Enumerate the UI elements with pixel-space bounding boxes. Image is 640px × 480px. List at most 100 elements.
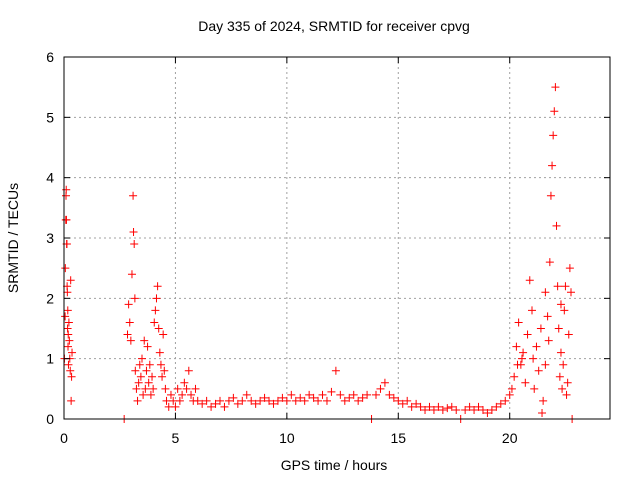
data-point xyxy=(155,348,164,357)
data-point xyxy=(478,405,487,414)
data-point xyxy=(63,324,72,333)
data-point xyxy=(541,360,550,369)
data-point xyxy=(130,240,139,249)
data-point xyxy=(548,161,557,170)
data-point xyxy=(178,390,187,399)
data-point xyxy=(158,372,167,381)
data-point xyxy=(161,384,170,393)
data-point xyxy=(184,366,193,375)
data-point xyxy=(171,402,180,411)
data-point xyxy=(349,390,358,399)
data-point xyxy=(305,390,314,399)
data-point xyxy=(561,282,570,291)
data-point xyxy=(169,396,178,405)
data-point xyxy=(487,405,496,414)
chart-title: Day 335 of 2024, SRMTID for receiver cpv… xyxy=(198,18,470,34)
data-point xyxy=(556,300,565,309)
data-point xyxy=(150,318,159,327)
data-point xyxy=(322,396,331,405)
data-point xyxy=(173,384,182,393)
data-points xyxy=(60,83,577,423)
data-point xyxy=(135,360,144,369)
data-point xyxy=(421,405,430,414)
data-point xyxy=(425,402,434,411)
data-point xyxy=(159,330,168,339)
x-tick-label: 10 xyxy=(279,430,295,446)
data-point xyxy=(530,384,539,393)
data-point xyxy=(528,306,536,315)
data-point xyxy=(63,288,72,297)
data-point xyxy=(202,396,211,405)
data-point xyxy=(151,306,160,315)
data-point xyxy=(543,312,552,321)
data-point xyxy=(416,402,425,411)
data-point xyxy=(143,342,152,351)
data-point xyxy=(296,393,305,402)
data-point xyxy=(61,312,70,321)
data-point xyxy=(224,396,233,405)
data-point xyxy=(166,390,175,399)
y-tick-label: 1 xyxy=(46,351,54,367)
data-point xyxy=(552,221,561,230)
data-point xyxy=(514,318,523,327)
y-tick-label: 3 xyxy=(46,230,54,246)
data-point xyxy=(465,402,474,411)
data-point xyxy=(309,393,318,402)
data-point xyxy=(131,366,140,375)
data-point xyxy=(354,396,363,405)
data-point xyxy=(256,396,265,405)
data-point xyxy=(550,107,559,116)
data-point xyxy=(273,396,282,405)
x-axis-label: GPS time / hours xyxy=(281,457,388,473)
data-point xyxy=(434,402,443,411)
data-point xyxy=(551,83,560,92)
data-point xyxy=(130,294,139,303)
data-point xyxy=(242,390,251,399)
y-axis-label: SRMTID / TECUs xyxy=(5,183,21,293)
data-point xyxy=(519,348,528,357)
data-point xyxy=(376,384,385,393)
data-point xyxy=(126,336,135,345)
data-point xyxy=(372,390,380,399)
data-point xyxy=(291,396,300,405)
data-point xyxy=(438,405,447,414)
data-point xyxy=(461,405,470,414)
data-point xyxy=(67,372,76,381)
data-point xyxy=(62,191,71,200)
data-point xyxy=(140,336,149,345)
data-point xyxy=(505,390,514,399)
data-point xyxy=(269,399,278,408)
data-point xyxy=(358,393,367,402)
data-point xyxy=(282,396,291,405)
data-point xyxy=(549,131,558,140)
data-point xyxy=(193,396,202,405)
data-point xyxy=(63,306,72,315)
data-point xyxy=(182,384,191,393)
data-point xyxy=(470,405,479,414)
y-tick-label: 0 xyxy=(46,411,54,427)
data-point xyxy=(539,396,548,405)
data-point xyxy=(385,390,394,399)
data-point xyxy=(141,384,150,393)
data-point xyxy=(525,276,534,285)
data-point xyxy=(331,366,340,375)
data-point xyxy=(220,402,229,411)
data-point xyxy=(64,342,73,351)
data-point xyxy=(233,399,242,408)
data-point xyxy=(340,396,349,405)
data-point xyxy=(555,372,564,381)
data-point xyxy=(278,393,287,402)
data-point xyxy=(447,402,456,411)
data-point xyxy=(152,294,161,303)
data-point xyxy=(260,393,269,402)
data-point xyxy=(538,408,547,417)
data-point xyxy=(544,336,553,345)
data-point xyxy=(314,396,323,405)
data-point xyxy=(545,258,554,267)
data-point xyxy=(180,378,189,387)
data-point xyxy=(474,402,483,411)
data-point xyxy=(517,354,526,363)
data-point xyxy=(429,405,438,414)
data-point xyxy=(162,396,171,405)
